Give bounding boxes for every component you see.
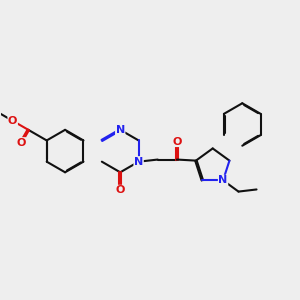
Text: O: O <box>116 185 125 195</box>
Text: O: O <box>16 138 26 148</box>
Text: N: N <box>134 157 143 167</box>
Text: N: N <box>116 125 125 135</box>
Text: O: O <box>172 136 182 146</box>
Text: N: N <box>218 175 228 185</box>
Text: O: O <box>8 116 17 126</box>
